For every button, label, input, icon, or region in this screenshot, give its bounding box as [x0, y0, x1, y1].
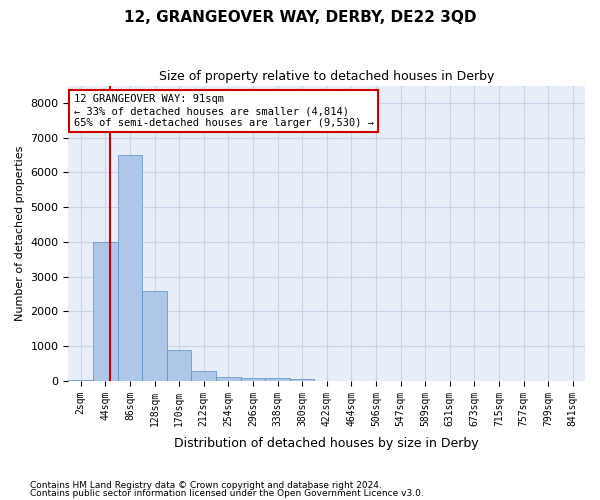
Text: Contains HM Land Registry data © Crown copyright and database right 2024.: Contains HM Land Registry data © Crown c… [30, 481, 382, 490]
Bar [68, 380, 93, 381]
Bar [142, 290, 167, 381]
Title: Size of property relative to detached houses in Derby: Size of property relative to detached ho… [159, 70, 494, 83]
Bar [265, 378, 290, 381]
Text: 12, GRANGEOVER WAY, DERBY, DE22 3QD: 12, GRANGEOVER WAY, DERBY, DE22 3QD [124, 10, 476, 25]
Bar [93, 242, 118, 381]
Bar [167, 350, 191, 381]
Bar [191, 371, 216, 381]
Y-axis label: Number of detached properties: Number of detached properties [15, 146, 25, 321]
Bar [118, 155, 142, 381]
X-axis label: Distribution of detached houses by size in Derby: Distribution of detached houses by size … [175, 437, 479, 450]
Bar [241, 378, 265, 381]
Text: Contains public sector information licensed under the Open Government Licence v3: Contains public sector information licen… [30, 488, 424, 498]
Bar [216, 376, 241, 381]
Bar [290, 379, 314, 381]
Text: 12 GRANGEOVER WAY: 91sqm
← 33% of detached houses are smaller (4,814)
65% of sem: 12 GRANGEOVER WAY: 91sqm ← 33% of detach… [74, 94, 374, 128]
